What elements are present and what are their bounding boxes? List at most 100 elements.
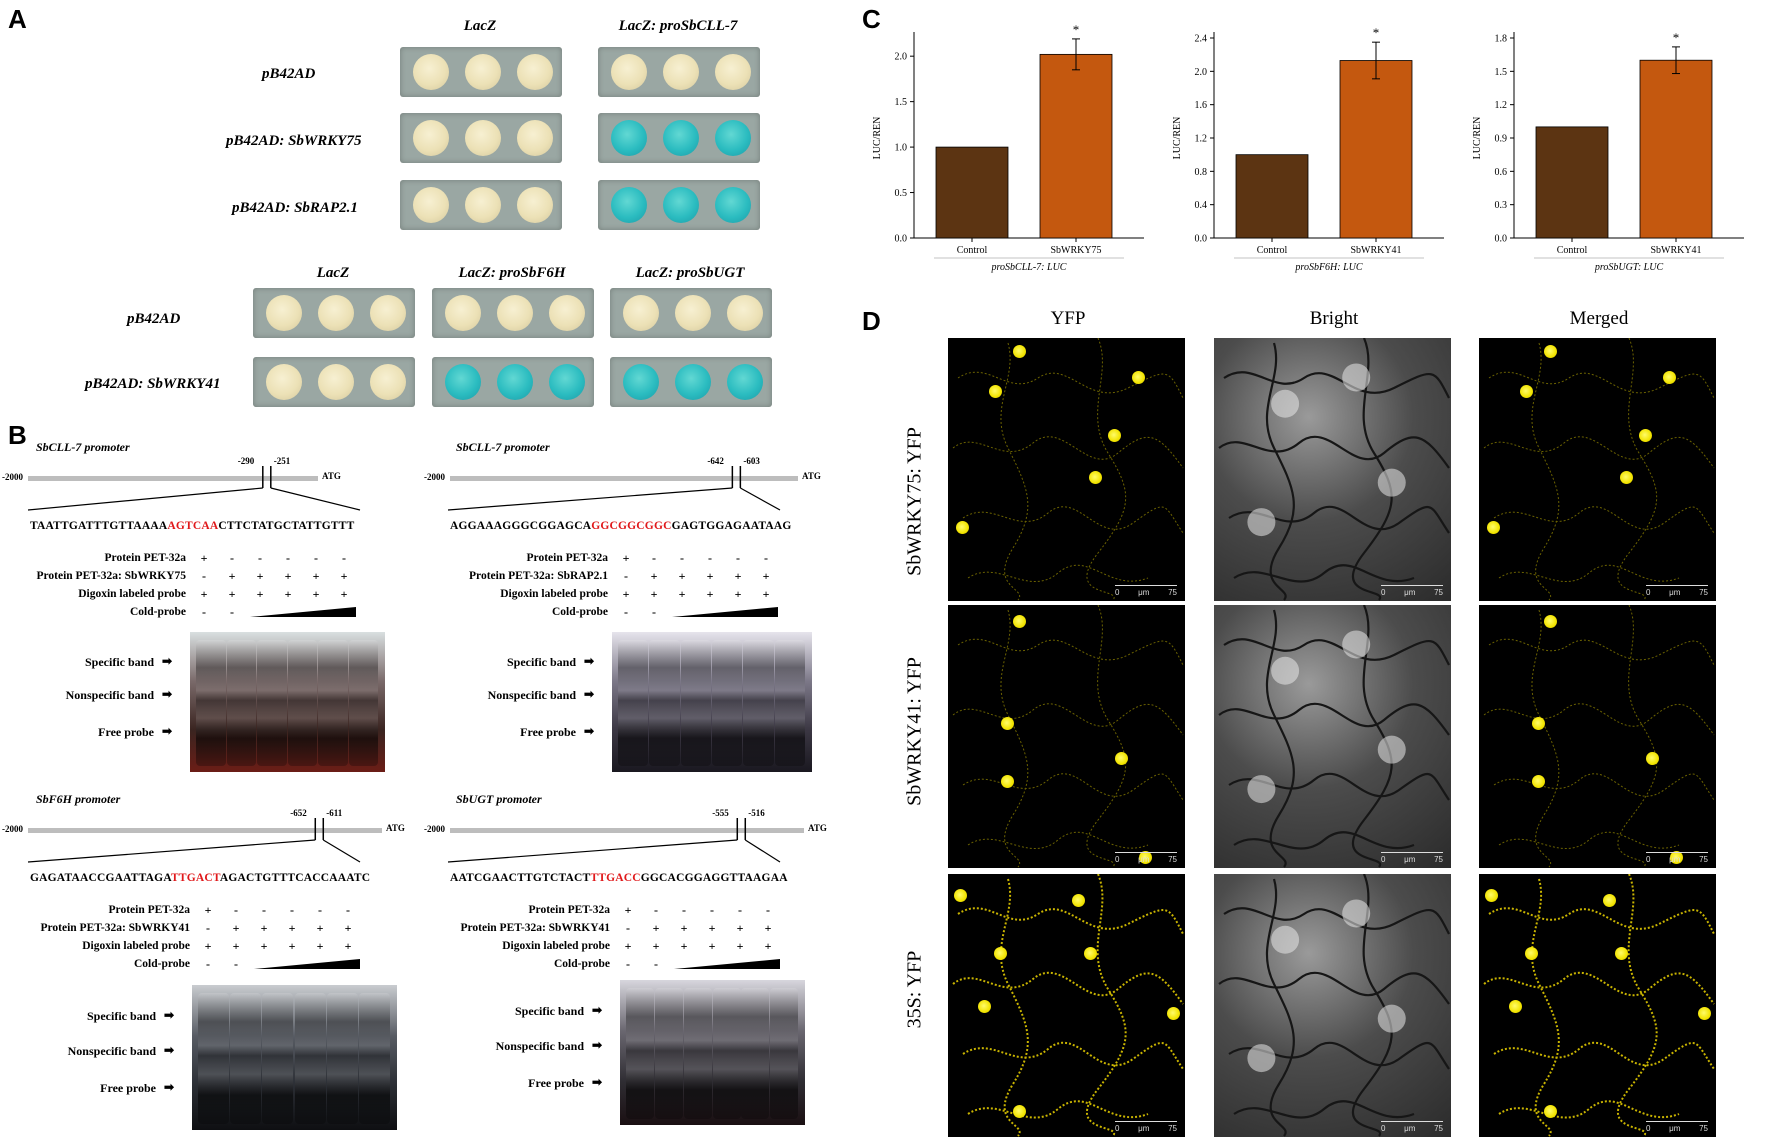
yeast-colony <box>465 54 501 90</box>
scale-label: μm <box>1669 588 1681 597</box>
yfp-nucleus <box>1698 1007 1712 1021</box>
emsa-mark: + <box>200 551 208 565</box>
emsa-mark: + <box>624 903 632 917</box>
panel-a-bottom-col-header: LacZ: proSbF6H <box>458 265 566 281</box>
scale-bar-line <box>1646 585 1708 588</box>
cell-wall-path <box>967 564 1149 583</box>
yfp-nucleus <box>1013 614 1027 628</box>
bar-control <box>935 146 1009 239</box>
emsa-mark: - <box>230 551 234 565</box>
yeast-colony <box>663 187 699 223</box>
emsa-mark: + <box>340 569 348 583</box>
bright-patch <box>1377 468 1406 497</box>
yeast-colony <box>715 187 751 223</box>
emsa-mark: - <box>764 551 768 565</box>
emsa-mark: + <box>344 939 352 953</box>
gel-lane <box>712 640 743 766</box>
bar-sbwrky41 <box>1639 59 1713 239</box>
cell-walls <box>1483 874 1715 1137</box>
microscopy-image-bright: 0 μm 75 <box>1214 605 1451 868</box>
emsa-marks: + + + + + + <box>612 587 780 602</box>
x-tick-label: SbWRKY41 <box>1650 245 1701 256</box>
cell-wall-path <box>1265 342 1295 601</box>
yeast-colony <box>623 295 659 331</box>
yfp-nucleus <box>1532 717 1546 731</box>
zoom-line <box>270 487 361 511</box>
gel-lane <box>294 993 326 1124</box>
emsa-mark: + <box>650 569 658 583</box>
cell-wall-path <box>1223 907 1450 935</box>
scale-bar-line <box>1381 585 1443 588</box>
cell-wall-path <box>1086 605 1127 868</box>
emsa-mark: - <box>624 605 628 619</box>
gel-lane <box>226 640 257 766</box>
cell-wall-path <box>967 831 1149 850</box>
band-label: Specific band <box>84 654 154 669</box>
cell-walls <box>952 605 1184 868</box>
yeast-colony <box>517 120 553 156</box>
emsa-mark: + <box>622 587 630 601</box>
yeast-colony <box>445 364 481 400</box>
emsa-marks: - + + + + + <box>194 921 362 936</box>
emsa-mark: + <box>260 939 268 953</box>
yfp-nucleus <box>956 521 970 535</box>
panel-d-row-label: SbWRKY41: YFP <box>903 657 926 806</box>
emsa-mark: + <box>284 587 292 601</box>
cell-wall-path <box>1616 874 1658 1137</box>
cell-wall-path <box>962 1041 1184 1070</box>
yeast-plate <box>400 180 562 230</box>
y-tick-label: 0.8 <box>1195 167 1208 178</box>
emsa-mark: - <box>736 551 740 565</box>
yeast-plate <box>610 288 772 338</box>
site-pos-start: -652 <box>290 808 307 818</box>
emsa-mark: - <box>346 903 350 917</box>
gel-lane <box>196 640 226 766</box>
scale-label: 75 <box>1168 588 1177 597</box>
arrow-icon: ➡ <box>592 1002 603 1017</box>
yfp-nucleus <box>989 384 1003 398</box>
emsa-mark: + <box>736 921 744 935</box>
scale-label: μm <box>1138 588 1150 597</box>
scale-bar-labels: 0 μm 75 <box>1646 588 1708 597</box>
yfp-nucleus <box>994 946 1008 960</box>
cell-wall-path <box>1493 1041 1715 1070</box>
gel-lane <box>348 640 379 766</box>
bar-sbwrky41 <box>1339 60 1413 239</box>
promoter-sequence: GAGATAACCGAATTAGATTGACTAGACTGTTTCACCAAAT… <box>30 872 370 884</box>
yeast-colony <box>318 364 354 400</box>
bar-sbwrky75 <box>1039 53 1113 239</box>
y-axis-label: LUC/REN <box>872 117 883 160</box>
cell-wall-path <box>952 971 1184 1005</box>
cell-wall-path <box>1530 878 1560 1137</box>
yeast-colony <box>318 295 354 331</box>
emsa-row-label: Digoxin labeled probe <box>502 940 610 952</box>
scale-label: 75 <box>1699 1124 1708 1133</box>
y-tick-label: 0.4 <box>1195 200 1208 211</box>
bright-patch <box>1271 656 1300 685</box>
emsa-mark: - <box>230 605 234 619</box>
emsa-row-label: Cold-probe <box>551 606 608 618</box>
emsa-marks: -- <box>614 957 782 972</box>
arrow-icon: ➡ <box>162 687 173 702</box>
cell-wall-path <box>957 371 1184 399</box>
gel-lane <box>743 640 774 766</box>
luc-ren-chart: 0.0 0.3 0.6 0.9 1.2 1.5 1.8 LUC/REN Control SbWRK… <box>1472 30 1744 273</box>
yeast-colony <box>623 364 659 400</box>
yeast-colony <box>549 364 585 400</box>
scale-bar-line <box>1381 1121 1443 1124</box>
arrow-icon: ➡ <box>584 687 595 702</box>
y-tick-label: 1.5 <box>1495 67 1508 78</box>
binding-motif: AGTCAA <box>167 520 219 532</box>
cell-wall-path <box>952 703 1184 736</box>
promoter-atg-label: ATG <box>802 471 821 481</box>
yeast-colony <box>465 187 501 223</box>
yeast-colony <box>497 364 533 400</box>
promoter-atg-label: ATG <box>386 823 405 833</box>
y-tick-label: 0.0 <box>1195 234 1208 245</box>
scale-label: μm <box>1138 1124 1150 1133</box>
cell-wall-path <box>1483 436 1715 469</box>
emsa-marks: + - - - - - <box>614 903 782 918</box>
sequence-flank: CTTCTATGCTATTGTTT <box>218 520 355 532</box>
emsa-mark: + <box>764 939 772 953</box>
zoom-line <box>744 839 781 863</box>
